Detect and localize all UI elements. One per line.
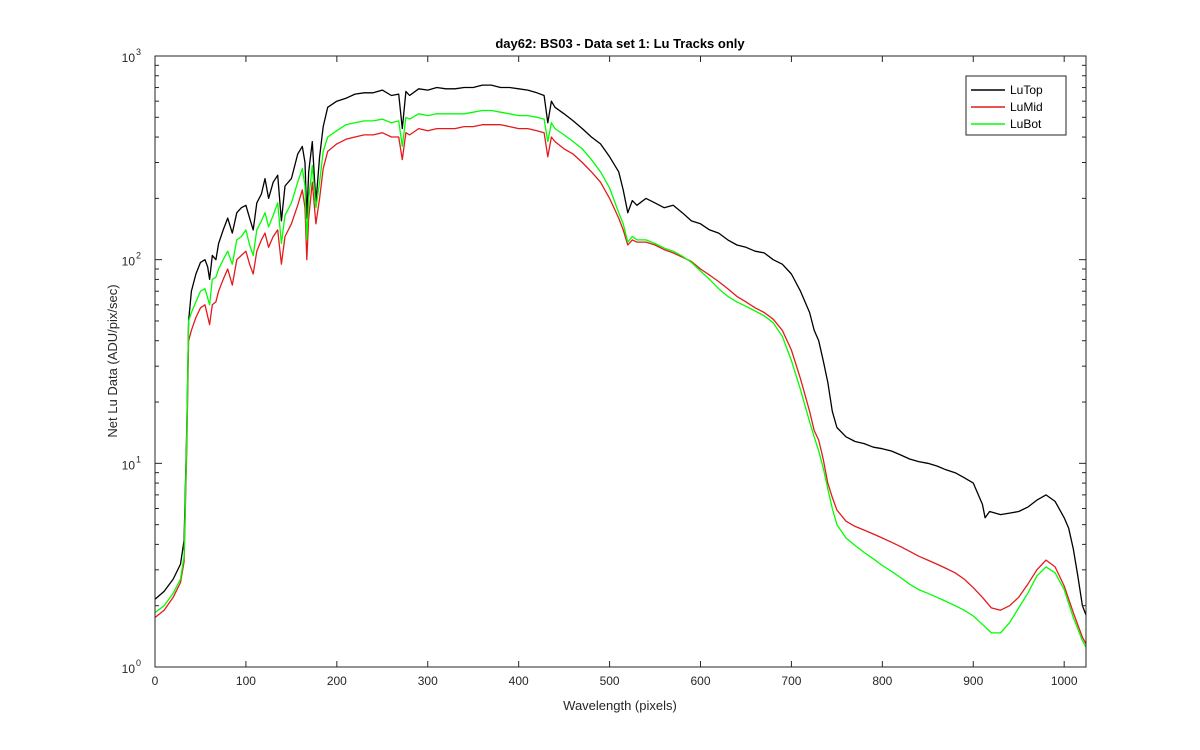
y-tick-label-exponent: 0 bbox=[136, 658, 141, 668]
x-axis-label: Wavelength (pixels) bbox=[563, 698, 677, 713]
x-tick-label: 800 bbox=[872, 674, 892, 688]
x-tick-label: 1000 bbox=[1051, 674, 1078, 688]
legend-label-lutop: LuTop bbox=[1010, 83, 1043, 97]
y-tick-label-exponent: 1 bbox=[136, 454, 141, 464]
x-tick-label: 500 bbox=[600, 674, 620, 688]
y-tick-label-exponent: 3 bbox=[136, 47, 141, 57]
y-tick-label-base: 10 bbox=[122, 662, 136, 676]
x-tick-label: 0 bbox=[152, 674, 159, 688]
series-line-lutop bbox=[154, 84, 1087, 616]
axes-box bbox=[154, 55, 1087, 668]
x-tick-label: 700 bbox=[781, 674, 801, 688]
x-tick-label: 900 bbox=[963, 674, 983, 688]
y-tick-label-base: 10 bbox=[122, 51, 136, 65]
x-tick-label: 300 bbox=[418, 674, 438, 688]
chart-title: day62: BS03 - Data set 1: Lu Tracks only bbox=[495, 36, 745, 51]
series-line-lumid bbox=[154, 124, 1087, 645]
y-tick-label-base: 10 bbox=[122, 255, 136, 269]
series-layer bbox=[154, 84, 1087, 648]
y-axis-label: Net Lu Data (ADU/pix/sec) bbox=[105, 284, 120, 437]
y-tick-label-base: 10 bbox=[122, 458, 136, 472]
legend-box bbox=[965, 75, 1067, 136]
legend-label-lumid: LuMid bbox=[1010, 100, 1043, 114]
x-tick-label: 200 bbox=[327, 674, 347, 688]
x-tick-label: 600 bbox=[690, 674, 710, 688]
plot-area bbox=[155, 56, 1086, 667]
y-tick-label-exponent: 2 bbox=[136, 251, 141, 261]
series-line-lubot bbox=[154, 109, 1087, 648]
legend-label-lubot: LuBot bbox=[1010, 117, 1042, 131]
x-tick-label: 400 bbox=[509, 674, 529, 688]
legend: LuTop LuMid LuBot bbox=[965, 75, 1067, 136]
x-tick-label: 100 bbox=[236, 674, 256, 688]
